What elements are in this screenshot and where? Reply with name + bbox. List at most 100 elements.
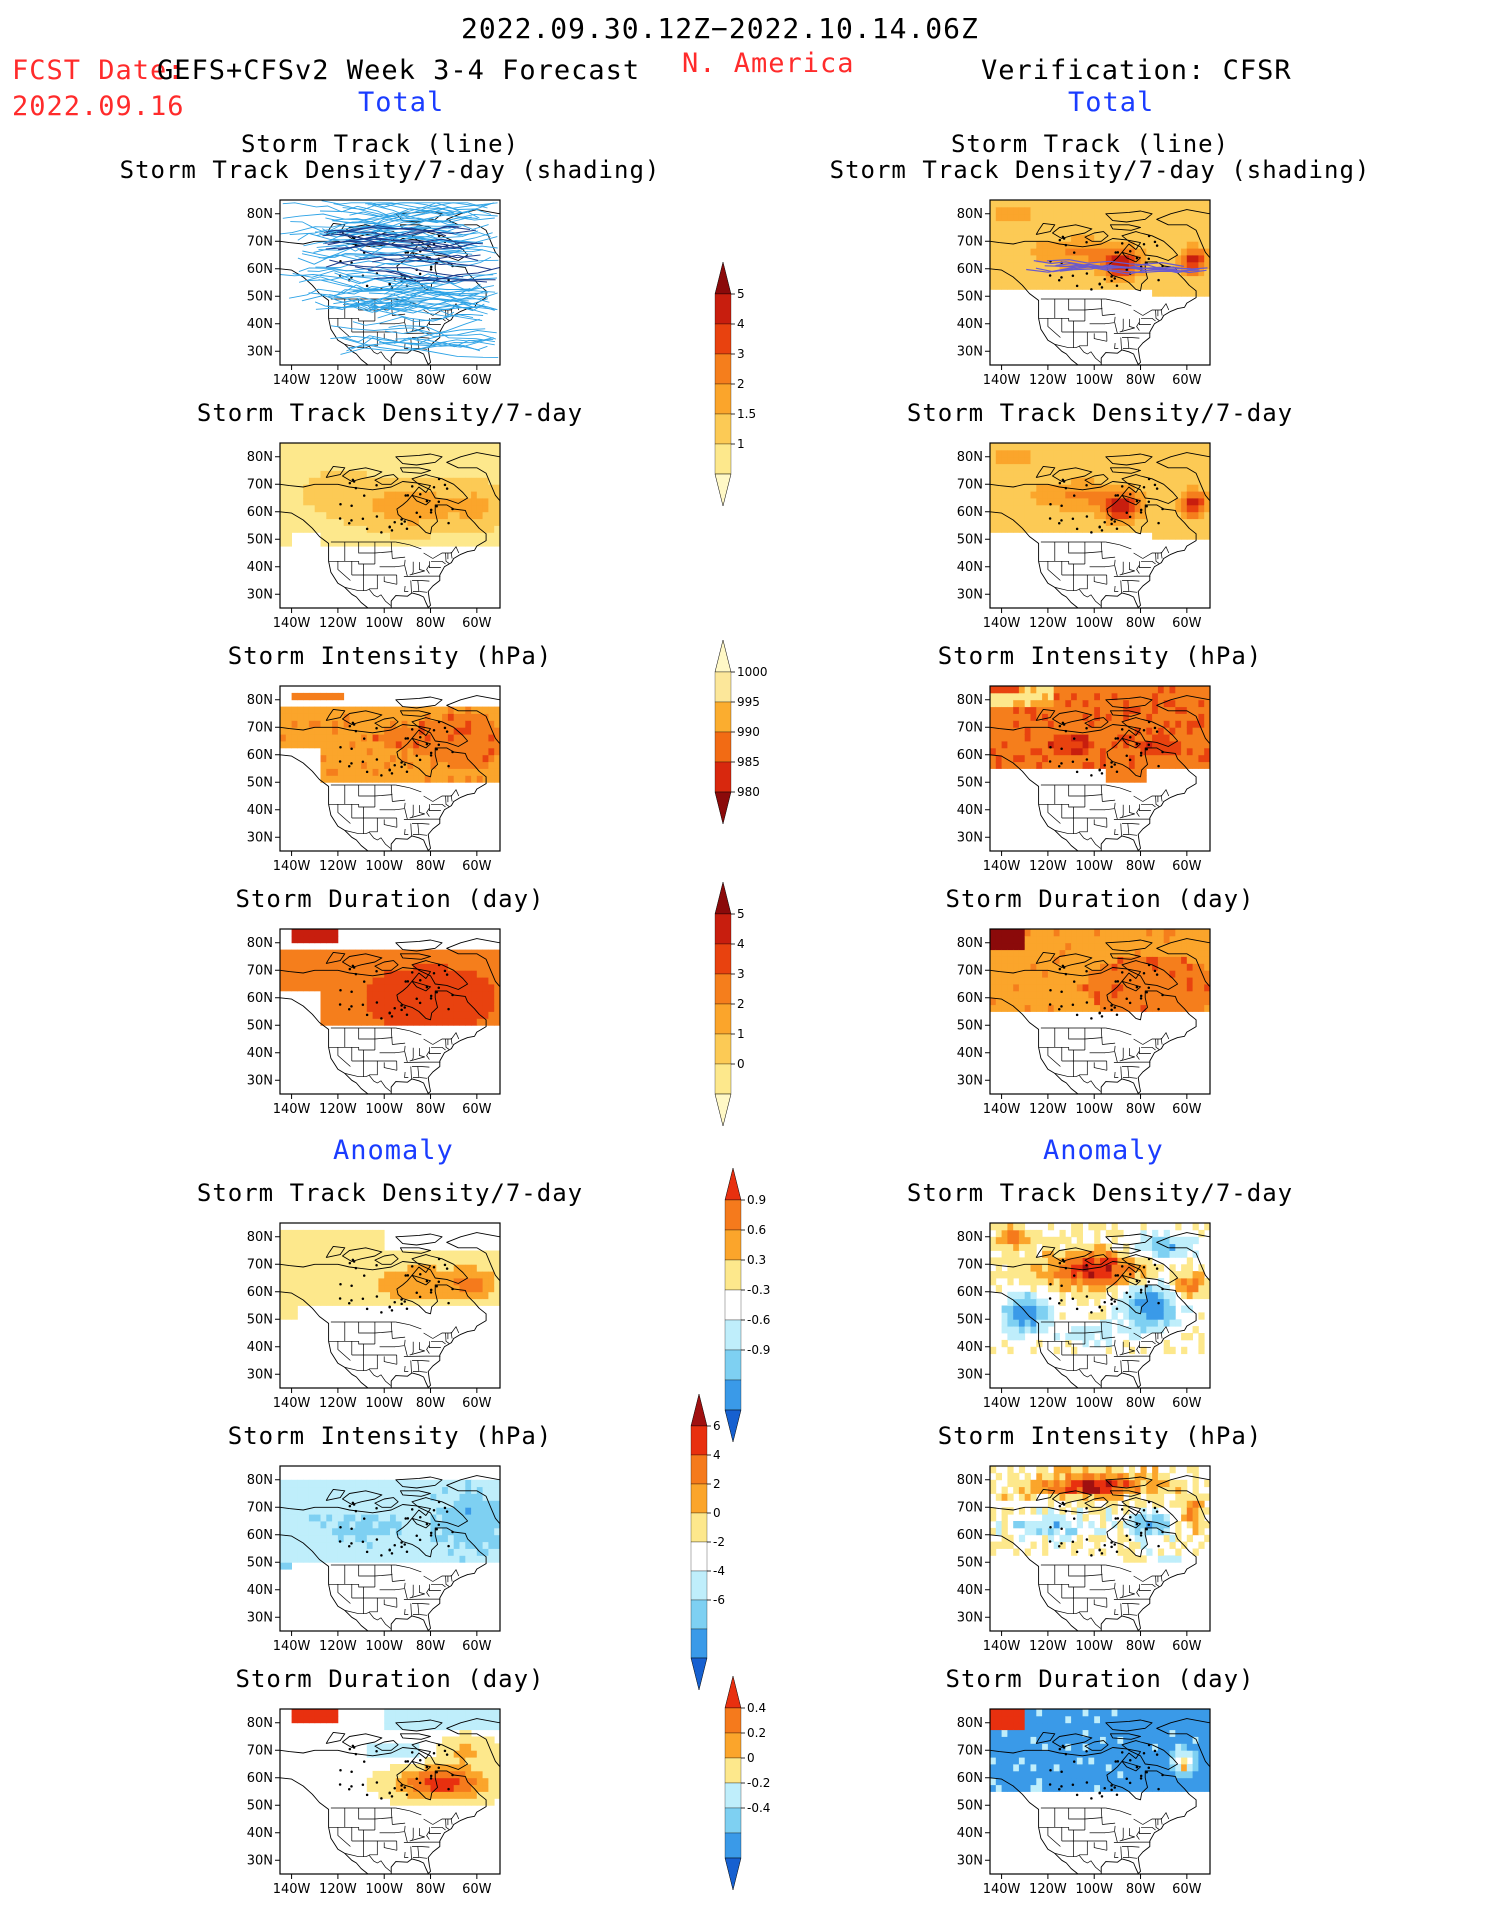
lat-tick-label: 30N bbox=[957, 587, 983, 602]
lat-tick-label: 80N bbox=[247, 207, 273, 222]
lat-tick-label: 80N bbox=[247, 1473, 273, 1488]
lat-tick-label: 40N bbox=[247, 803, 273, 818]
lon-tick-label: 80W bbox=[416, 616, 446, 631]
lat-tick-label: 60N bbox=[247, 1528, 273, 1543]
lat-tick-label: 30N bbox=[247, 830, 273, 845]
lat-tick-label: 70N bbox=[247, 720, 273, 735]
state-borders bbox=[1038, 1564, 1170, 1629]
lat-tick-label: 50N bbox=[957, 1312, 983, 1327]
lat-tick-label: 70N bbox=[957, 1743, 983, 1758]
shaded-field bbox=[280, 443, 500, 547]
lon-tick-label: 100W bbox=[1075, 1102, 1113, 1117]
colorbar-tick-label: 0.2 bbox=[747, 1726, 766, 1740]
lat-tick-label: 40N bbox=[247, 1340, 273, 1355]
map-frame bbox=[279, 685, 501, 852]
map-frame bbox=[989, 928, 1211, 1095]
lat-tick-label: 70N bbox=[957, 477, 983, 492]
lat-tick-label: 60N bbox=[957, 991, 983, 1006]
lon-tick-label: 80W bbox=[1126, 616, 1156, 631]
lat-tick-label: 80N bbox=[957, 1230, 983, 1245]
lon-tick-label: 140W bbox=[983, 373, 1021, 388]
lat-tick-label: 60N bbox=[247, 505, 273, 520]
lat-tick-label: 60N bbox=[957, 1528, 983, 1543]
state-borders bbox=[1038, 298, 1170, 363]
state-borders bbox=[328, 1027, 460, 1092]
state-borders bbox=[1038, 1321, 1170, 1386]
anomaly-right-label: Anomaly bbox=[1043, 1135, 1164, 1166]
colorbar-tick-label: -0.6 bbox=[747, 1313, 770, 1327]
storm-track-lines-dark bbox=[322, 224, 500, 283]
lat-tick-label: 30N bbox=[247, 344, 273, 359]
lat-tick-label: 30N bbox=[957, 1610, 983, 1625]
lon-tick-label: 140W bbox=[983, 1882, 1021, 1897]
lon-tick-label: 140W bbox=[983, 1396, 1021, 1411]
lat-tick-label: 30N bbox=[247, 1853, 273, 1868]
colorbar-duration-anom: 0.4 0.2 0 -0.2 -0.4 bbox=[724, 1675, 805, 1900]
coastline bbox=[990, 938, 1210, 1094]
colorbar-tick-label: 2 bbox=[737, 997, 745, 1011]
model-label: GEFS+CFSv2 Week 3-4 Forecast bbox=[157, 55, 641, 86]
lon-tick-label: 60W bbox=[462, 1639, 492, 1654]
lat-tick-label: 80N bbox=[247, 936, 273, 951]
lon-tick-label: 140W bbox=[273, 616, 311, 631]
colorbar-tick-label: 0 bbox=[713, 1506, 721, 1520]
colorbar-tick-label: 0.3 bbox=[747, 1253, 766, 1267]
map-density-anom-right: 80N 70N 60N 50N 40N 30N 140W 120W 100W 80W 60W bbox=[940, 1213, 1211, 1413]
lon-tick-label: 120W bbox=[319, 373, 357, 388]
lon-tick-label: 140W bbox=[983, 859, 1021, 874]
lon-tick-label: 120W bbox=[1029, 859, 1067, 874]
lat-tick-label: 30N bbox=[957, 1853, 983, 1868]
lat-tick-label: 40N bbox=[957, 560, 983, 575]
colorbar-tick-label: 3 bbox=[737, 347, 745, 361]
shaded-field bbox=[291, 1709, 500, 1806]
map-frame bbox=[279, 1708, 501, 1875]
lon-tick-label: 120W bbox=[319, 1396, 357, 1411]
lat-tick-label: 30N bbox=[247, 1073, 273, 1088]
map-density-anom-left: 80N 70N 60N 50N 40N 30N 140W 120W 100W 80W 60W bbox=[230, 1213, 501, 1413]
map-frame bbox=[279, 1222, 501, 1389]
map-intensity-left: 80N 70N 60N 50N 40N 30N 140W 120W 100W 80W 60W bbox=[230, 676, 501, 876]
lon-tick-label: 120W bbox=[319, 859, 357, 874]
map-frame bbox=[989, 199, 1211, 366]
lat-tick-label: 60N bbox=[957, 262, 983, 277]
lon-tick-label: 120W bbox=[319, 1102, 357, 1117]
lat-tick-label: 40N bbox=[247, 1583, 273, 1598]
map-frame bbox=[989, 1465, 1211, 1632]
colorbar-tick-label: 995 bbox=[737, 695, 760, 709]
lon-tick-label: 120W bbox=[319, 616, 357, 631]
state-borders bbox=[1038, 1027, 1170, 1092]
lon-tick-label: 120W bbox=[319, 1639, 357, 1654]
lat-tick-label: 50N bbox=[247, 1798, 273, 1813]
lon-tick-label: 100W bbox=[1075, 859, 1113, 874]
state-borders bbox=[1038, 1807, 1170, 1872]
lon-tick-label: 140W bbox=[273, 1102, 311, 1117]
shaded-field bbox=[990, 1466, 1210, 1563]
storm-track-lines bbox=[1026, 259, 1208, 275]
lon-tick-label: 60W bbox=[462, 373, 492, 388]
lat-tick-label: 70N bbox=[247, 963, 273, 978]
map-intensity-anom-right: 80N 70N 60N 50N 40N 30N 140W 120W 100W 80W 60W bbox=[940, 1456, 1211, 1656]
lat-tick-label: 50N bbox=[957, 289, 983, 304]
lon-tick-label: 60W bbox=[462, 1396, 492, 1411]
map-duration-anom-right: 80N 70N 60N 50N 40N 30N 140W 120W 100W 80W 60W bbox=[940, 1699, 1211, 1899]
lon-tick-label: 100W bbox=[1075, 373, 1113, 388]
state-borders bbox=[328, 1807, 460, 1872]
panel-title-intensity-right: Storm Intensity (hPa) bbox=[937, 642, 1263, 670]
anomaly-left-label: Anomaly bbox=[333, 1135, 454, 1166]
lat-tick-label: 30N bbox=[957, 1073, 983, 1088]
lat-tick-label: 50N bbox=[957, 1018, 983, 1033]
colorbar-tick-label: -0.2 bbox=[747, 1776, 770, 1790]
lat-tick-label: 50N bbox=[957, 1798, 983, 1813]
colorbar-tick-label: 4 bbox=[737, 937, 745, 951]
map-frame bbox=[989, 1222, 1211, 1389]
lon-tick-label: 60W bbox=[1172, 1102, 1202, 1117]
lat-tick-label: 50N bbox=[247, 289, 273, 304]
coastline bbox=[280, 1718, 500, 1874]
colorbar-tick-label: 5 bbox=[737, 287, 745, 301]
shaded-field bbox=[990, 443, 1210, 540]
lat-tick-label: 80N bbox=[247, 1716, 273, 1731]
colorbar-tick-label: 0 bbox=[737, 1057, 745, 1071]
colorbar-tick-label: 5 bbox=[737, 907, 745, 921]
lon-tick-label: 80W bbox=[416, 859, 446, 874]
panel-title-density-left: Storm Track Density/7-day bbox=[196, 399, 584, 427]
